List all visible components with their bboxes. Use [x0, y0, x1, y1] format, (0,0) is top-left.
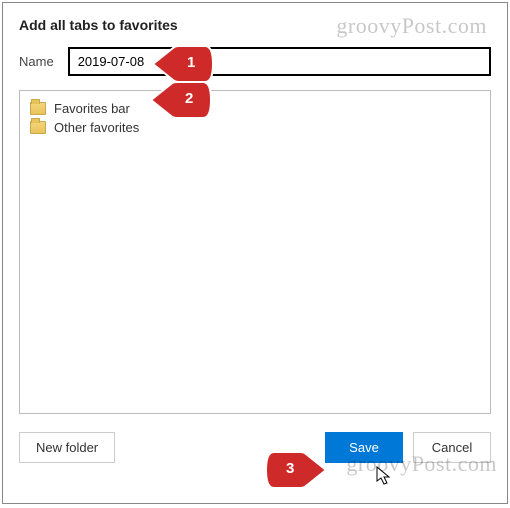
tree-item-label: Other favorites [54, 120, 139, 135]
name-label: Name [19, 54, 54, 69]
save-button[interactable]: Save [325, 432, 403, 463]
dialog-title: Add all tabs to favorites [19, 17, 491, 33]
folder-icon [30, 102, 46, 115]
add-favorites-dialog: groovyPost.com Add all tabs to favorites… [2, 2, 508, 504]
name-input[interactable] [68, 47, 491, 76]
tree-item-favorites-bar[interactable]: Favorites bar [30, 99, 480, 118]
cancel-button[interactable]: Cancel [413, 432, 491, 463]
name-row: Name [19, 47, 491, 76]
folder-tree[interactable]: Favorites bar Other favorites [19, 90, 491, 414]
button-row: New folder Save Cancel [19, 432, 491, 463]
tree-item-other-favorites[interactable]: Other favorites [30, 118, 480, 137]
tree-item-label: Favorites bar [54, 101, 130, 116]
new-folder-button[interactable]: New folder [19, 432, 115, 463]
folder-icon [30, 121, 46, 134]
